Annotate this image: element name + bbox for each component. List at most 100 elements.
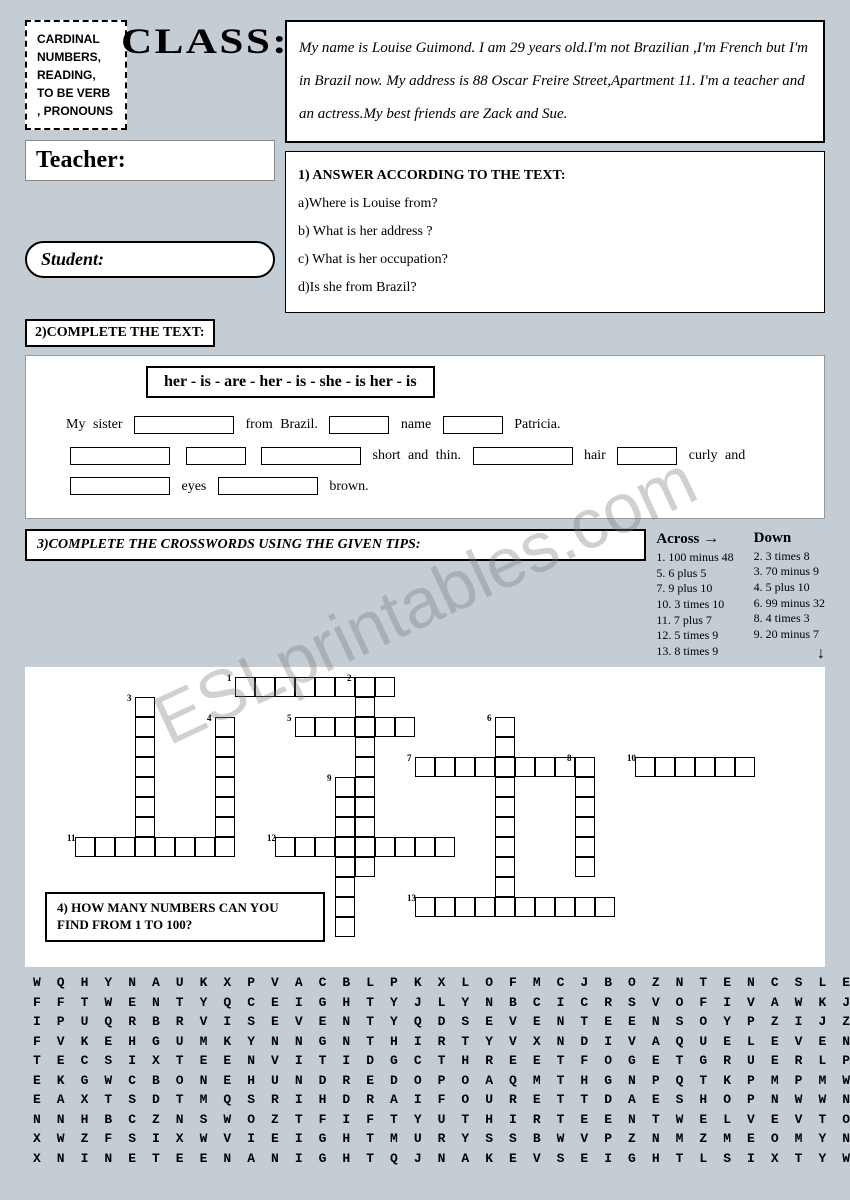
crossword-cell[interactable]: [135, 757, 155, 777]
crossword-cell[interactable]: [175, 837, 195, 857]
crossword-cell[interactable]: [355, 737, 375, 757]
crossword-cell[interactable]: [355, 837, 375, 857]
blank[interactable]: [473, 447, 573, 465]
crossword-cell[interactable]: [515, 757, 535, 777]
crossword-cell[interactable]: [355, 677, 375, 697]
crossword-cell[interactable]: [375, 837, 395, 857]
crossword-cell[interactable]: [315, 837, 335, 857]
crossword-cell[interactable]: [575, 777, 595, 797]
crossword-cell[interactable]: [455, 757, 475, 777]
crossword-cell[interactable]: [595, 897, 615, 917]
crossword-cell[interactable]: [335, 917, 355, 937]
crossword-cell[interactable]: [315, 717, 335, 737]
crossword-cell[interactable]: [475, 757, 495, 777]
crossword-cell[interactable]: [435, 897, 455, 917]
crossword-cell[interactable]: [335, 677, 355, 697]
blank[interactable]: [70, 447, 170, 465]
blank[interactable]: [70, 477, 170, 495]
crossword-cell[interactable]: [335, 877, 355, 897]
crossword-cell[interactable]: [695, 757, 715, 777]
crossword-cell[interactable]: [335, 777, 355, 797]
crossword-cell[interactable]: [215, 777, 235, 797]
crossword-cell[interactable]: [295, 717, 315, 737]
crossword-cell[interactable]: [575, 857, 595, 877]
crossword-cell[interactable]: [275, 677, 295, 697]
crossword-cell[interactable]: [335, 797, 355, 817]
crossword-cell[interactable]: [335, 857, 355, 877]
crossword-cell[interactable]: [295, 837, 315, 857]
crossword-cell[interactable]: [255, 677, 275, 697]
crossword-cell[interactable]: [495, 717, 515, 737]
crossword-cell[interactable]: [355, 697, 375, 717]
crossword-cell[interactable]: [135, 717, 155, 737]
crossword-cell[interactable]: [535, 897, 555, 917]
crossword-cell[interactable]: [495, 757, 515, 777]
crossword-cell[interactable]: [575, 757, 595, 777]
crossword-cell[interactable]: [555, 897, 575, 917]
crossword-cell[interactable]: [575, 797, 595, 817]
crossword-cell[interactable]: [315, 677, 335, 697]
crossword-cell[interactable]: [375, 717, 395, 737]
crossword-cell[interactable]: [735, 757, 755, 777]
crossword-cell[interactable]: [395, 837, 415, 857]
blank[interactable]: [186, 447, 246, 465]
crossword-cell[interactable]: [415, 837, 435, 857]
crossword-cell[interactable]: [135, 777, 155, 797]
crossword-cell[interactable]: [395, 717, 415, 737]
crossword-cell[interactable]: [355, 797, 375, 817]
crossword-cell[interactable]: [575, 837, 595, 857]
crossword-cell[interactable]: [135, 737, 155, 757]
blank[interactable]: [329, 416, 389, 434]
blank[interactable]: [617, 447, 677, 465]
crossword-cell[interactable]: [415, 757, 435, 777]
crossword-cell[interactable]: [475, 897, 495, 917]
crossword-cell[interactable]: [495, 817, 515, 837]
crossword-cell[interactable]: [375, 677, 395, 697]
crossword-cell[interactable]: [215, 717, 235, 737]
crossword-cell[interactable]: [135, 837, 155, 857]
crossword-cell[interactable]: [215, 817, 235, 837]
crossword-cell[interactable]: [195, 837, 215, 857]
crossword-cell[interactable]: [555, 757, 575, 777]
crossword-cell[interactable]: [495, 837, 515, 857]
blank[interactable]: [218, 477, 318, 495]
crossword-cell[interactable]: [95, 837, 115, 857]
crossword-cell[interactable]: [495, 897, 515, 917]
crossword-cell[interactable]: [495, 857, 515, 877]
crossword-cell[interactable]: [355, 717, 375, 737]
crossword-cell[interactable]: [335, 817, 355, 837]
crossword-cell[interactable]: [235, 677, 255, 697]
crossword-cell[interactable]: [355, 757, 375, 777]
crossword-cell[interactable]: [355, 817, 375, 837]
blank[interactable]: [134, 416, 234, 434]
blank[interactable]: [443, 416, 503, 434]
crossword-cell[interactable]: [715, 757, 735, 777]
crossword-cell[interactable]: [135, 817, 155, 837]
crossword-cell[interactable]: [575, 817, 595, 837]
crossword-cell[interactable]: [575, 897, 595, 917]
crossword-cell[interactable]: [635, 757, 655, 777]
crossword-cell[interactable]: [275, 837, 295, 857]
crossword-cell[interactable]: [335, 717, 355, 737]
crossword-cell[interactable]: [135, 797, 155, 817]
crossword-cell[interactable]: [215, 797, 235, 817]
crossword-cell[interactable]: [155, 837, 175, 857]
crossword-cell[interactable]: [495, 877, 515, 897]
crossword-cell[interactable]: [495, 797, 515, 817]
blank[interactable]: [261, 447, 361, 465]
crossword-cell[interactable]: [215, 757, 235, 777]
crossword-cell[interactable]: [415, 897, 435, 917]
crossword-cell[interactable]: [655, 757, 675, 777]
crossword-cell[interactable]: [215, 737, 235, 757]
crossword-cell[interactable]: [75, 837, 95, 857]
crossword-cell[interactable]: [215, 837, 235, 857]
crossword-cell[interactable]: [455, 897, 475, 917]
crossword-cell[interactable]: [335, 837, 355, 857]
crossword-cell[interactable]: [295, 677, 315, 697]
crossword-cell[interactable]: [495, 737, 515, 757]
crossword-cell[interactable]: [355, 857, 375, 877]
crossword-cell[interactable]: [435, 757, 455, 777]
crossword-cell[interactable]: [435, 837, 455, 857]
crossword-cell[interactable]: [675, 757, 695, 777]
crossword-cell[interactable]: [355, 777, 375, 797]
